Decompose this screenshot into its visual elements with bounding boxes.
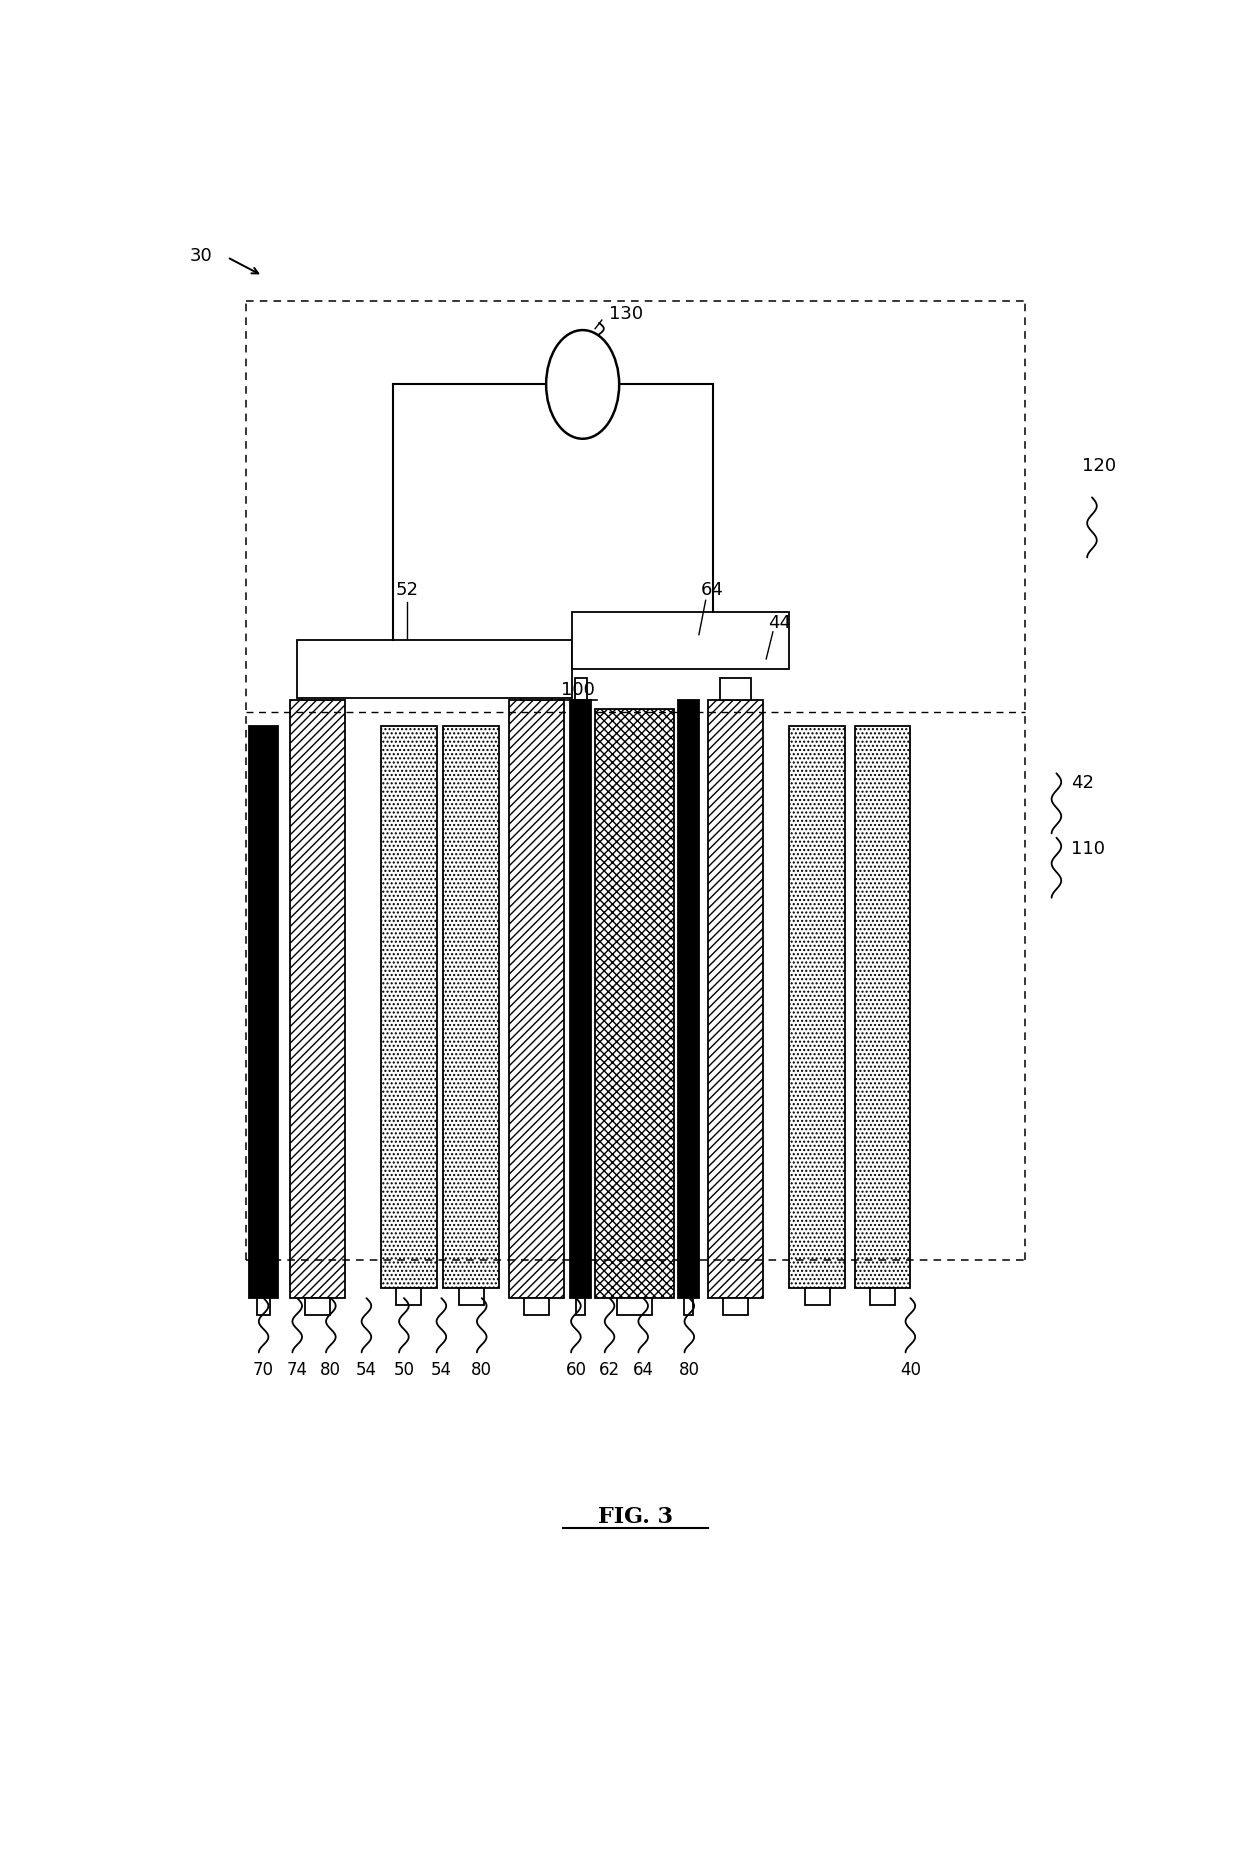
Bar — [459, 1289, 484, 1305]
Circle shape — [546, 331, 619, 438]
Text: FIG. 3: FIG. 3 — [598, 1506, 673, 1528]
Bar — [789, 726, 844, 1289]
Text: 100: 100 — [560, 682, 595, 700]
Text: 40: 40 — [900, 1361, 921, 1378]
Bar — [570, 700, 591, 1298]
Bar — [720, 678, 750, 700]
Bar — [508, 700, 564, 1298]
Bar — [854, 726, 910, 1289]
Bar — [290, 700, 345, 1298]
Bar — [575, 1298, 585, 1315]
Text: 50: 50 — [393, 1361, 414, 1378]
Text: 54: 54 — [430, 1361, 451, 1378]
Text: 80: 80 — [471, 1361, 492, 1378]
Text: 30: 30 — [190, 247, 212, 266]
Bar — [805, 1289, 830, 1305]
Bar — [305, 1298, 330, 1315]
Text: 64: 64 — [701, 581, 724, 600]
Bar — [708, 700, 764, 1298]
Text: 42: 42 — [1071, 774, 1094, 793]
Bar — [444, 726, 498, 1289]
Bar — [683, 1298, 693, 1315]
Bar — [525, 1298, 549, 1315]
Text: 54: 54 — [356, 1361, 377, 1378]
Bar — [257, 1298, 270, 1315]
Text: 44: 44 — [768, 615, 791, 631]
Text: 62: 62 — [599, 1361, 620, 1378]
Bar — [298, 641, 572, 698]
Bar — [381, 726, 436, 1289]
Bar — [396, 1289, 422, 1305]
Text: 110: 110 — [1071, 839, 1105, 858]
Text: 120: 120 — [1083, 457, 1116, 475]
Text: 64: 64 — [632, 1361, 653, 1378]
Text: 130: 130 — [609, 305, 642, 323]
Bar — [521, 678, 552, 700]
Bar — [678, 700, 699, 1298]
Bar — [723, 1298, 748, 1315]
Text: 70: 70 — [253, 1361, 274, 1378]
Text: 60: 60 — [565, 1361, 587, 1378]
Bar — [616, 1298, 652, 1315]
Bar — [870, 1289, 895, 1305]
Bar — [572, 611, 790, 669]
Bar — [303, 678, 332, 700]
Text: 80: 80 — [320, 1361, 341, 1378]
Bar — [249, 726, 278, 1298]
Bar — [595, 709, 675, 1298]
Text: 74: 74 — [286, 1361, 308, 1378]
Bar — [575, 678, 587, 700]
Text: 80: 80 — [678, 1361, 699, 1378]
Text: 52: 52 — [396, 581, 418, 600]
